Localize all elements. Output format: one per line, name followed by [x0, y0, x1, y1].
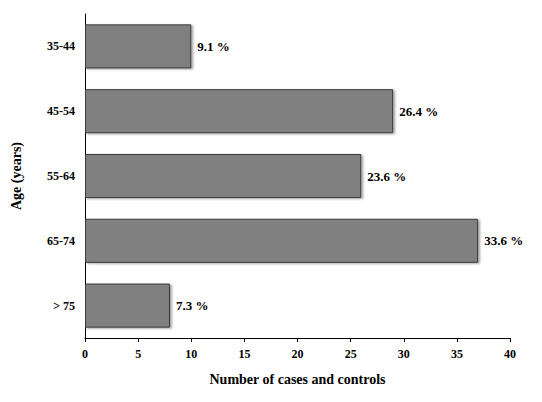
svg-text:35: 35 [451, 347, 463, 361]
svg-text:10: 10 [185, 347, 197, 361]
svg-text:15: 15 [238, 347, 250, 361]
svg-text:40: 40 [504, 347, 516, 361]
svg-text:35-44: 35-44 [47, 39, 75, 53]
svg-text:30: 30 [398, 347, 410, 361]
svg-text:Number of cases and controls: Number of cases and controls [209, 372, 386, 387]
svg-text:25: 25 [345, 347, 357, 361]
svg-text:23.6 %: 23.6 % [367, 169, 406, 184]
svg-text:7.3 %: 7.3 % [176, 298, 209, 313]
svg-text:33.6 %: 33.6 % [484, 233, 523, 248]
svg-text:20: 20 [292, 347, 304, 361]
svg-text:> 75: > 75 [53, 299, 75, 313]
svg-text:45-54: 45-54 [47, 104, 75, 118]
svg-text:Age (years): Age (years) [9, 142, 25, 210]
svg-text:0: 0 [82, 347, 88, 361]
svg-text:55-64: 55-64 [47, 169, 75, 183]
svg-text:5: 5 [135, 347, 141, 361]
svg-text:65-74: 65-74 [47, 234, 75, 248]
svg-text:9.1 %: 9.1 % [197, 39, 230, 54]
svg-text:26.4 %: 26.4 % [399, 104, 438, 119]
